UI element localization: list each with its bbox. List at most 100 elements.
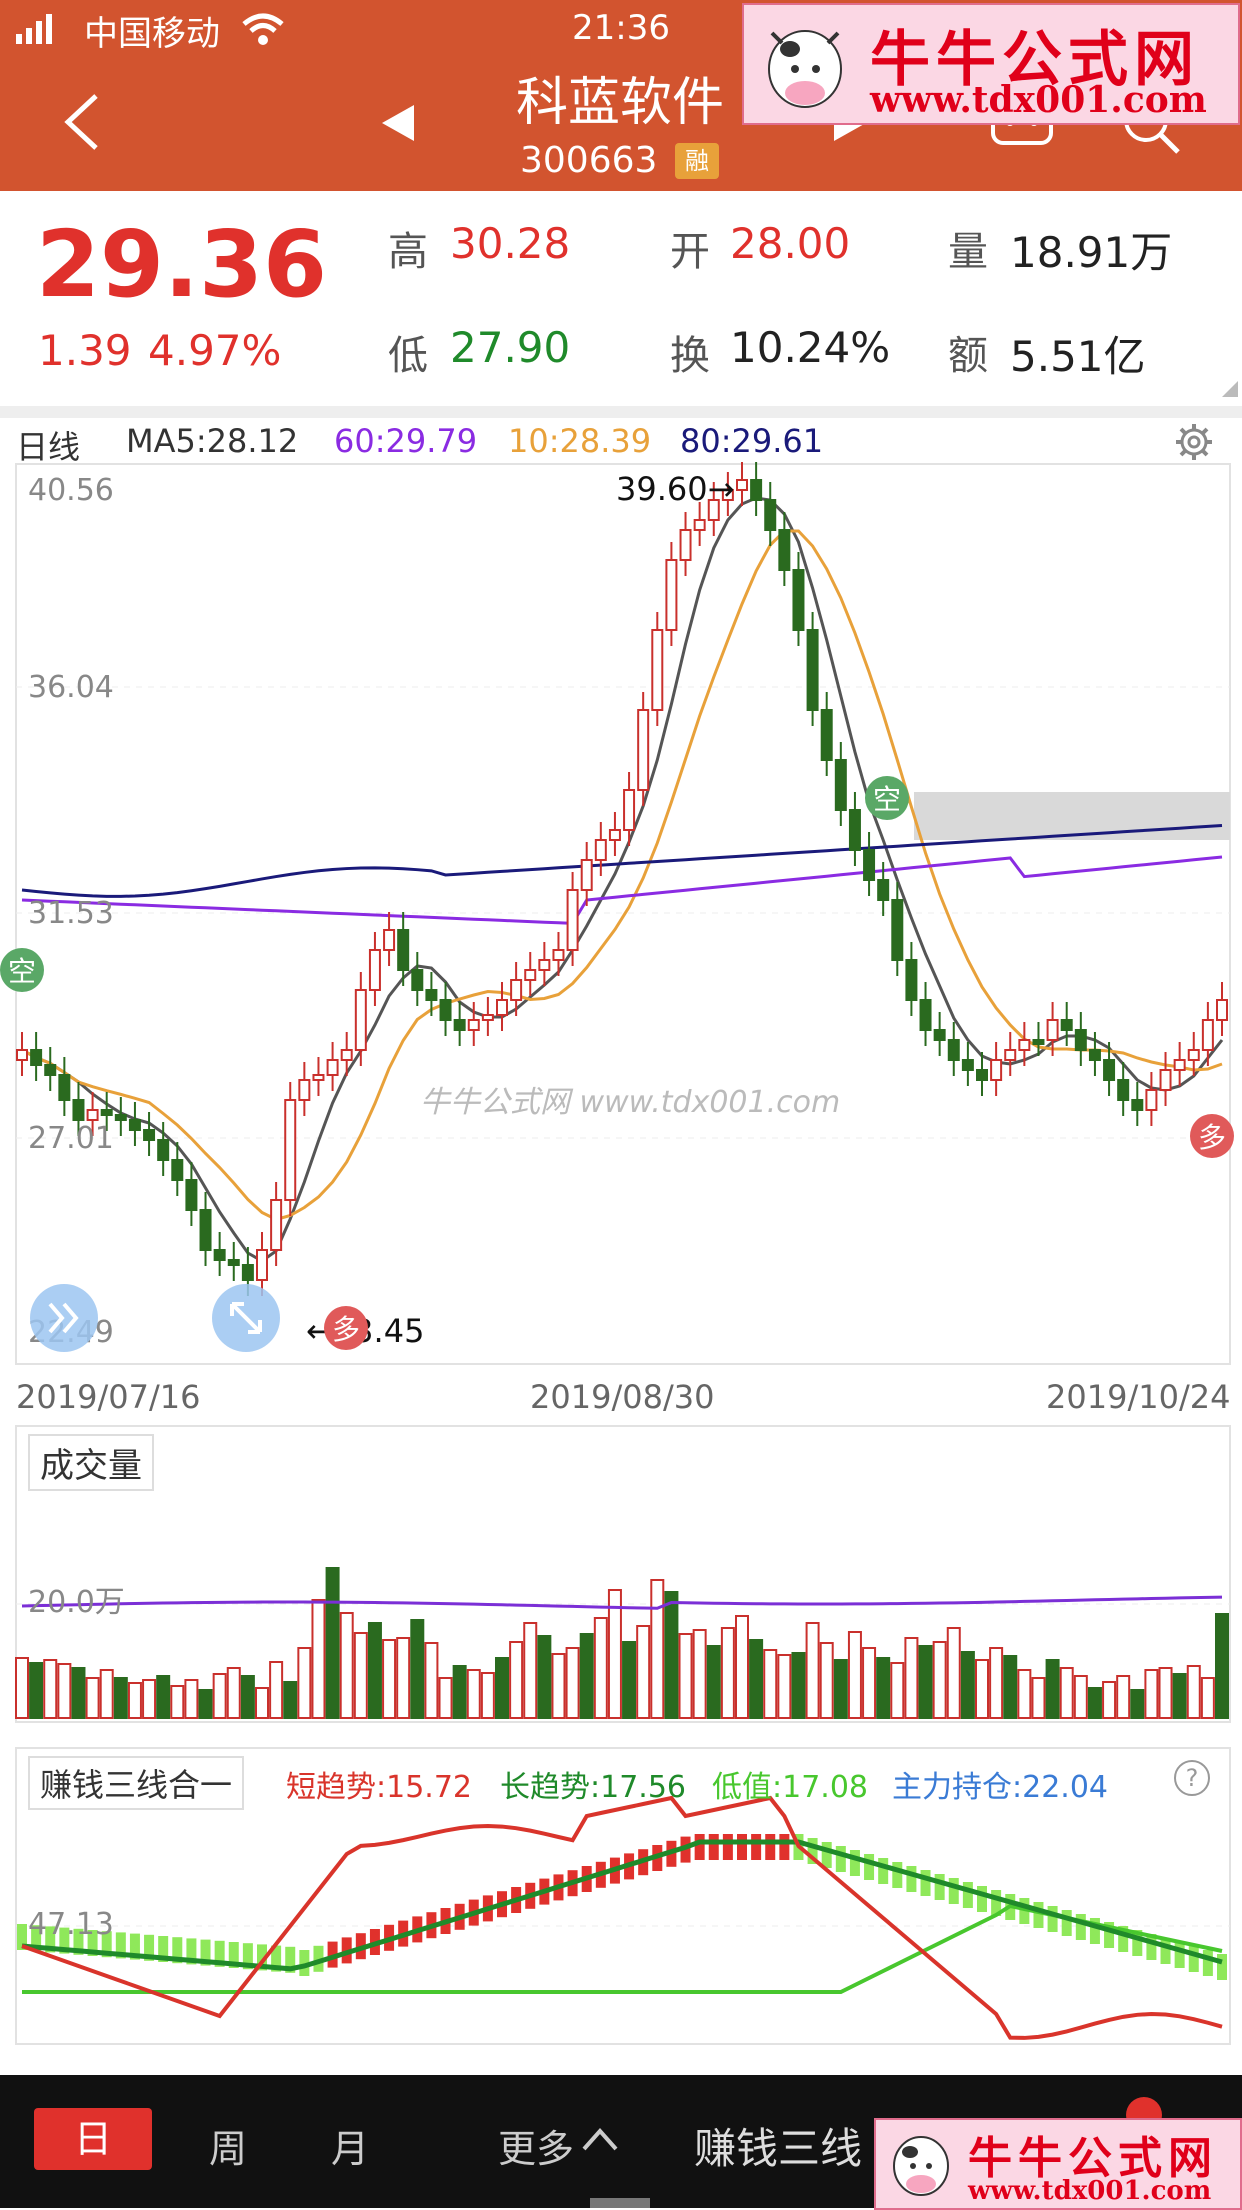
indicator-title[interactable]: 赚钱三线合一 — [28, 1756, 245, 1810]
candle-body — [976, 1069, 988, 1081]
volume-bar — [706, 1645, 721, 1719]
open-label: 开 — [670, 229, 710, 275]
candle-body — [16, 1049, 28, 1061]
tab-month[interactable]: 月 — [330, 2127, 369, 2171]
settings-gear-icon[interactable] — [1174, 422, 1214, 462]
volume-bar — [975, 1659, 989, 1719]
volume-bar — [918, 1645, 933, 1719]
candle-body — [651, 629, 664, 711]
candle-body — [510, 979, 523, 1001]
volume-bar — [29, 1662, 44, 1719]
candle-body — [1032, 1039, 1045, 1045]
candle-body — [820, 709, 833, 761]
candle-body — [284, 1099, 297, 1201]
candle-body — [877, 879, 890, 901]
help-icon[interactable]: ? — [1174, 1760, 1210, 1796]
volume-bar — [424, 1642, 439, 1719]
volume-bar — [1073, 1675, 1088, 1719]
volume-bar — [1102, 1681, 1117, 1719]
candle-body — [961, 1059, 974, 1071]
indicator-bar — [864, 1854, 875, 1880]
indicator-bar — [1174, 1942, 1185, 1968]
candle-body — [128, 1119, 141, 1131]
volume-bar — [142, 1679, 157, 1719]
volume-bar — [127, 1682, 142, 1719]
candle-body — [157, 1139, 170, 1161]
volume-bar — [255, 1687, 269, 1719]
volume-bar — [509, 1641, 524, 1719]
candle-body — [665, 559, 678, 631]
candle-body — [1004, 1049, 1017, 1061]
chevron-up-icon[interactable] — [582, 2127, 618, 2151]
volume-bar — [1186, 1665, 1201, 1719]
candle-body — [1103, 1059, 1116, 1081]
indicator-bar — [144, 1934, 155, 1961]
indicator-bar — [1188, 1946, 1199, 1972]
turnover-label: 换 — [670, 333, 710, 379]
candle-body — [637, 709, 650, 791]
kline-gridlines — [16, 686, 1230, 1139]
indicator-bar — [186, 1938, 197, 1965]
watermark-logo-bottom: 牛牛公式网 www.tdx001.com — [874, 2118, 1242, 2210]
volume-bar — [325, 1567, 340, 1719]
volume-bar — [622, 1641, 637, 1719]
watermark-url: www.tdx001.com — [870, 79, 1207, 121]
candle-body — [270, 1199, 283, 1251]
volume-panel-title[interactable]: 成交量 — [28, 1434, 154, 1491]
status-time: 21:36 — [572, 8, 670, 48]
candle-body — [1216, 999, 1228, 1021]
volume-chart[interactable]: 20.0万 — [0, 1424, 1242, 1724]
volume-label: 量 — [948, 229, 988, 275]
volume-bar — [1031, 1677, 1046, 1719]
tab-week[interactable]: 周 — [208, 2127, 247, 2171]
tab-more[interactable]: 更多 — [497, 2127, 574, 2171]
volume-bar — [57, 1663, 72, 1719]
volume-bar — [551, 1653, 566, 1719]
candle-body — [1131, 1099, 1144, 1111]
indicator-bar — [73, 1928, 84, 1955]
indicator-bar — [807, 1838, 818, 1864]
low-value: 27.90 — [450, 323, 571, 372]
volume-bar — [113, 1677, 128, 1719]
candle-body — [1145, 1089, 1158, 1111]
volume-bar — [311, 1599, 326, 1719]
indicator-bar — [17, 1924, 27, 1950]
candle-body — [933, 1029, 946, 1041]
indicator-bar — [214, 1940, 225, 1967]
volume-bar — [480, 1672, 495, 1719]
amount-label: 额 — [948, 333, 988, 379]
kline-chart[interactable]: 40.56 36.04 31.53 27.01 22.49 39.60→ ←23… — [0, 460, 1242, 1460]
volume-bar — [960, 1651, 975, 1719]
expand-chart-button[interactable] — [212, 1284, 280, 1352]
indicator-bar — [934, 1874, 945, 1900]
indicator-bar — [751, 1834, 762, 1860]
indicator-bar — [1160, 1938, 1171, 1964]
candle-body — [806, 629, 819, 711]
period-label[interactable]: 日线 — [16, 428, 81, 466]
indicator-bar — [892, 1862, 903, 1888]
volume-bar — [932, 1641, 947, 1719]
candle-body — [397, 929, 410, 971]
indicator-tab[interactable]: 赚钱三线 — [694, 2124, 863, 2173]
candle-body — [750, 479, 763, 501]
indicator-bar — [765, 1834, 776, 1860]
indicator-bar — [87, 1930, 98, 1956]
candle-body — [1159, 1069, 1172, 1091]
tab-day[interactable]: 日 — [34, 2108, 152, 2170]
stock-code: 300663 — [520, 140, 658, 181]
volume-bar — [156, 1675, 171, 1719]
y-tick-label: 36.04 — [28, 670, 114, 705]
volume-tick: 20.0万 — [28, 1585, 125, 1620]
back-icon[interactable] — [60, 92, 104, 152]
indicator-bar — [1061, 1910, 1072, 1936]
prev-stock-icon[interactable] — [378, 103, 418, 143]
candle-body — [44, 1064, 57, 1076]
resistance-band — [914, 792, 1230, 840]
volume-bar — [1116, 1675, 1131, 1719]
collapse-panel-button[interactable] — [30, 1284, 98, 1352]
volume-bar — [847, 1631, 862, 1719]
candle-body — [439, 999, 452, 1021]
volume-bar — [198, 1689, 213, 1719]
indicator-chart[interactable]: 47.13 — [0, 1746, 1242, 2046]
volume-bar — [720, 1627, 735, 1719]
